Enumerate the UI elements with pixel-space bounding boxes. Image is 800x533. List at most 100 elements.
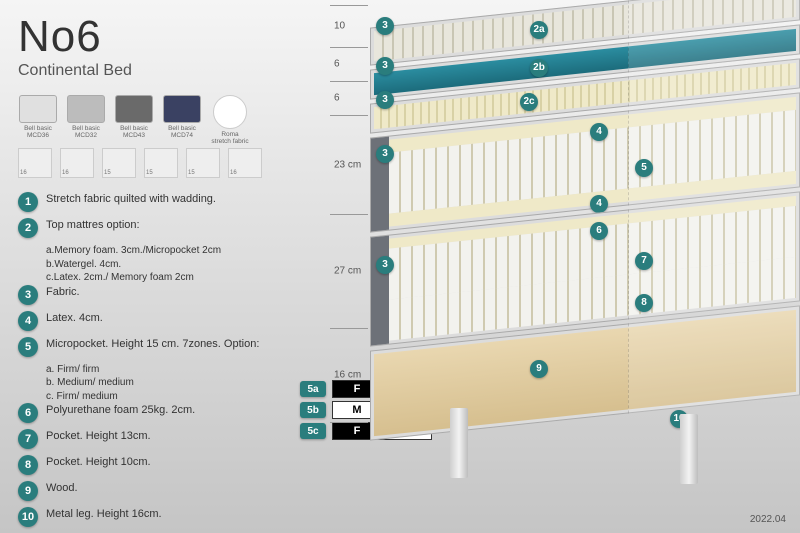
legend-badge: 7 bbox=[18, 429, 38, 449]
diagram-callout: 3 bbox=[376, 145, 394, 163]
legend-badge: 2 bbox=[18, 218, 38, 238]
height-label: 16 cm bbox=[334, 370, 361, 381]
leg-thumb: 16 bbox=[60, 148, 94, 178]
diagram-callout: 2a bbox=[530, 21, 548, 39]
leg-thumb: 16 bbox=[18, 148, 52, 178]
legend-subtext: b. Medium/ medium bbox=[18, 376, 318, 390]
swatch-name: Bell basic bbox=[18, 125, 58, 132]
leg-thumb: 15 bbox=[102, 148, 136, 178]
legend-subtext: b.Watergel. 4cm. bbox=[18, 258, 318, 272]
legend-badge: 4 bbox=[18, 311, 38, 331]
legend-badge: 9 bbox=[18, 481, 38, 501]
legend-text: Micropocket. Height 15 cm. 7zones. Optio… bbox=[46, 337, 259, 351]
layers: 32a132b132c134543678910 bbox=[370, 5, 800, 422]
diagram-callout: 4 bbox=[590, 195, 608, 213]
product-subtitle: Continental Bed bbox=[18, 62, 132, 80]
diagram-callout: 4 bbox=[590, 123, 608, 141]
height-axis: 10 6 6 23 cm 27 cm 16 cm bbox=[330, 5, 368, 460]
swatch: Bell basic MCD74 bbox=[162, 95, 202, 145]
legend-badge: 1 bbox=[18, 192, 38, 212]
swatch-name: Bell basic bbox=[114, 125, 154, 132]
document-date: 2022.04 bbox=[750, 514, 786, 525]
leg-thumb: 16 bbox=[228, 148, 262, 178]
legend-item: 8 Pocket. Height 10cm. bbox=[18, 455, 318, 475]
height-label: 23 cm bbox=[334, 159, 361, 170]
swatch-code: MCD32 bbox=[66, 132, 106, 139]
legend-subtext: c.Latex. 2cm./ Memory foam 2cm bbox=[18, 271, 318, 285]
diagram-callout: 8 bbox=[635, 294, 653, 312]
height-label: 6 bbox=[334, 59, 340, 70]
swatch: Bell basic MCD36 bbox=[18, 95, 58, 145]
diagram-callout: 9 bbox=[530, 360, 548, 378]
firm-key: 5c bbox=[300, 423, 326, 439]
legend-text: Fabric. bbox=[46, 285, 80, 299]
swatch-code: stretch fabric bbox=[210, 138, 250, 145]
diagram-callout: 3 bbox=[376, 17, 394, 35]
diagram-callout: 2c bbox=[520, 93, 538, 111]
swatch-code: MCD36 bbox=[18, 132, 58, 139]
legend-badge: 6 bbox=[18, 403, 38, 423]
legend-item: 3 Fabric. bbox=[18, 285, 318, 305]
legend-item: 9 Wood. bbox=[18, 481, 318, 501]
fabric-swatches: Bell basic MCD36 Bell basic MCD32 Bell b… bbox=[18, 95, 250, 145]
legend-text: Pocket. Height 10cm. bbox=[46, 455, 151, 469]
legend-badge: 3 bbox=[18, 285, 38, 305]
swatch-color bbox=[19, 95, 57, 123]
leg-thumbnails: 16 16 15 15 15 16 bbox=[18, 148, 262, 178]
diagram-callout: 3 bbox=[376, 57, 394, 75]
legend-item: 5 Micropocket. Height 15 cm. 7zones. Opti… bbox=[18, 337, 318, 357]
height-label: 27 cm bbox=[334, 266, 361, 277]
diagram-callout: 6 bbox=[590, 222, 608, 240]
swatch-color bbox=[163, 95, 201, 123]
swatch-name: Roma bbox=[210, 131, 250, 138]
legend-item: 1 Stretch fabric quilted with wadding. bbox=[18, 192, 318, 212]
diagram-callout: 3 bbox=[376, 91, 394, 109]
swatch: Bell basic MCD32 bbox=[66, 95, 106, 145]
swatch-color bbox=[67, 95, 105, 123]
height-label: 6 bbox=[334, 93, 340, 104]
legend-text: Polyurethane foam 25kg. 2cm. bbox=[46, 403, 195, 417]
height-label: 10 bbox=[334, 21, 345, 32]
legend-badge: 8 bbox=[18, 455, 38, 475]
swatch-name: Bell basic bbox=[66, 125, 106, 132]
swatch-code: MCD74 bbox=[162, 132, 202, 139]
legend-item: 6 Polyurethane foam 25kg. 2cm. bbox=[18, 403, 318, 423]
swatch-color bbox=[213, 95, 247, 129]
bed-diagram: 106623 cm27 cm16 cm 32a132b132c134543678… bbox=[330, 0, 800, 500]
metal-leg bbox=[450, 408, 468, 478]
diagram-callout: 5 bbox=[635, 159, 653, 177]
firm-key: 5a bbox=[300, 381, 326, 397]
legend-text: Metal leg. Height 16cm. bbox=[46, 507, 162, 521]
swatch: Bell basic MCD43 bbox=[114, 95, 154, 145]
legend-text: Pocket. Height 13cm. bbox=[46, 429, 151, 443]
legend-subtext: c. Firm/ medium bbox=[18, 390, 318, 404]
legend-item: 4 Latex. 4cm. bbox=[18, 311, 318, 331]
diagram-callout: 3 bbox=[376, 256, 394, 274]
metal-leg bbox=[680, 414, 698, 484]
legend-subtext: a.Memory foam. 3cm./Micropocket 2cm bbox=[18, 244, 318, 258]
bed-layer: 3 4 5 4 bbox=[370, 115, 800, 210]
diagram-callout: 2b bbox=[530, 59, 548, 77]
product-title: No6 bbox=[18, 12, 102, 62]
legend-badge: 5 bbox=[18, 337, 38, 357]
swatch: Roma stretch fabric bbox=[210, 95, 250, 145]
legend-subtext: a. Firm/ firm bbox=[18, 363, 318, 377]
legend-text: Top mattres option: bbox=[46, 218, 140, 232]
swatch-name: Bell basic bbox=[162, 125, 202, 132]
leg-thumb: 15 bbox=[186, 148, 220, 178]
diagram-callout: 7 bbox=[635, 252, 653, 270]
legend-item: 2 Top mattres option: bbox=[18, 218, 318, 238]
legend: 1 Stretch fabric quilted with wadding. 2 To… bbox=[18, 192, 318, 533]
firm-key: 5b bbox=[300, 402, 326, 418]
swatch-code: MCD43 bbox=[114, 132, 154, 139]
legend-text: Wood. bbox=[46, 481, 78, 495]
swatch-color bbox=[115, 95, 153, 123]
bed-layer: 3 6 7 8 bbox=[370, 214, 800, 324]
legend-badge: 10 bbox=[18, 507, 38, 527]
leg-thumb: 15 bbox=[144, 148, 178, 178]
bed-layer: 910 bbox=[370, 328, 800, 418]
legend-text: Latex. 4cm. bbox=[46, 311, 103, 325]
legend-item: 10 Metal leg. Height 16cm. bbox=[18, 507, 318, 527]
legend-item: 7 Pocket. Height 13cm. bbox=[18, 429, 318, 449]
legend-text: Stretch fabric quilted with wadding. bbox=[46, 192, 216, 206]
